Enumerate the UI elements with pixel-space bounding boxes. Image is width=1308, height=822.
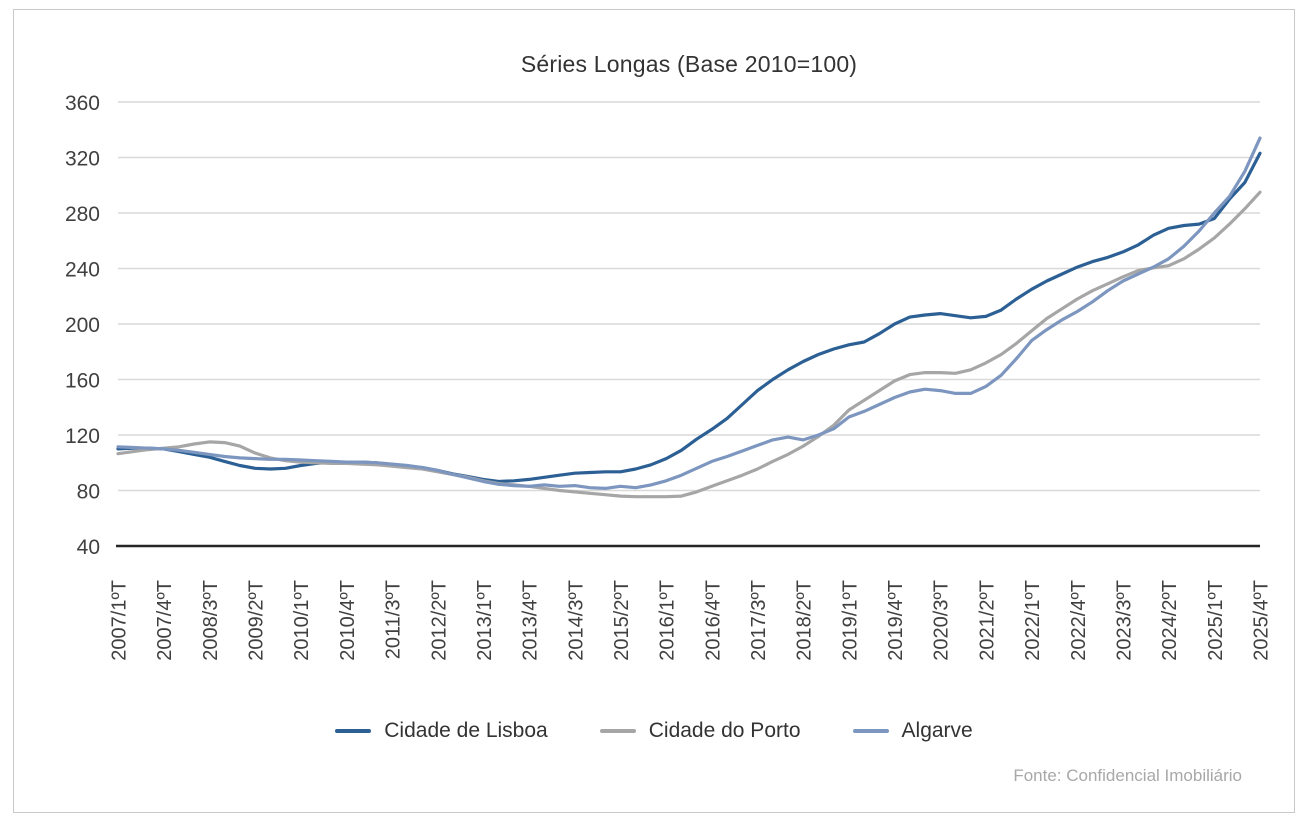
x-tick-label: 2023/3ºT [1113,580,1135,661]
x-tick-label: 2019/1ºT [839,580,861,661]
legend-label: Cidade de Lisboa [384,719,548,742]
legend-swatch [852,729,889,733]
x-tick-label: 2010/4ºT [337,580,359,661]
x-tick-label: 2025/1ºT [1205,580,1227,661]
series-line-cidade-do-porto [116,190,1262,499]
legend-swatch [335,729,372,733]
y-tick-label: 320 [65,148,100,171]
source-note: Fonte: Confidencial Imobiliário [1013,766,1242,785]
x-tick-label: 2024/2ºT [1159,580,1181,661]
x-tick-label: 2014/3ºT [565,580,587,661]
legend: Cidade de Lisboa Cidade do Porto Algarve [0,714,1308,748]
x-tick-label: 2025/4ºT [1251,580,1273,661]
y-tick-label: 240 [65,259,100,282]
x-tick-label: 2009/2ºT [246,580,268,661]
legend-swatch [599,729,636,733]
x-tick-label: 2007/1ºT [109,580,131,661]
y-tick-label: 360 [65,92,100,115]
x-tick-label: 2007/4ºT [154,580,176,661]
legend-item-cidade-de-lisboa: Cidade de Lisboa [335,719,548,743]
x-tick-label: 2018/2ºT [794,580,816,661]
x-tick-label: 2008/3ºT [200,580,222,661]
x-tick-label: 2012/2ºT [428,580,450,661]
y-tick-label: 200 [65,314,100,337]
x-tick-label: 2016/4ºT [702,580,724,661]
chart-title: Séries Longas (Base 2010=100) [520,51,858,77]
chart-frame [13,9,1295,813]
legend-label: Algarve [901,719,973,742]
y-tick-label: 80 [77,481,100,504]
x-tick-label: 2022/4ºT [1068,580,1090,661]
x-tick-label: 2015/2ºT [611,580,633,661]
legend-item-cidade-do-porto: Cidade do Porto [599,719,801,743]
y-tick-label: 160 [65,370,100,393]
y-tick-label: 40 [77,536,100,559]
x-tick-label: 2022/1ºT [1022,580,1044,661]
series-line-algarve [116,136,1262,490]
x-tick-label: 2011/3ºT [383,580,405,659]
x-tick-label: 2013/1ºT [474,580,496,661]
x-tick-label: 2020/3ºT [931,580,953,661]
y-tick-label: 280 [65,203,100,226]
x-tick-label: 2013/4ºT [520,580,542,661]
legend-item-algarve: Algarve [852,719,973,743]
x-tick-label: 2016/1ºT [657,580,679,661]
y-tick-label: 120 [65,425,100,448]
series-line-cidade-de-lisboa [116,151,1262,484]
x-tick-label: 2019/4ºT [885,580,907,661]
x-tick-label: 2017/3ºT [748,580,770,661]
x-tick-label: 2021/2ºT [976,580,998,661]
legend-label: Cidade do Porto [648,719,801,742]
x-tick-label: 2010/1ºT [291,580,313,661]
